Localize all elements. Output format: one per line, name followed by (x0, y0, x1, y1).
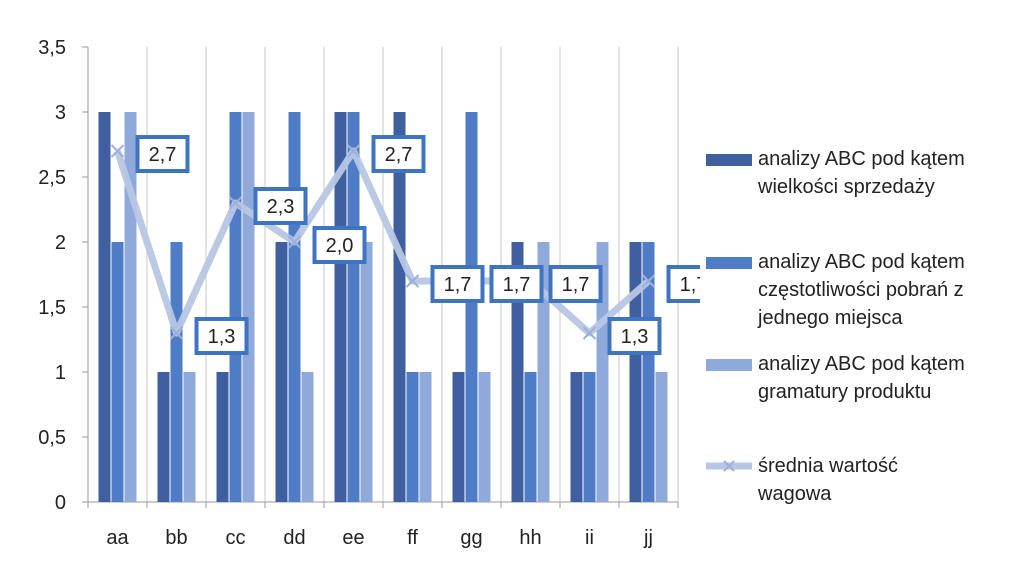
bar (524, 372, 537, 502)
data-labels: 2,7 1,3 2,3 2,0 2,7 1,7 1,7 1,7 1,3 1,7 (135, 135, 700, 355)
bar (170, 242, 183, 502)
bar (216, 372, 229, 502)
bar (478, 372, 491, 502)
data-label: 1,7 (680, 274, 700, 296)
bar (242, 112, 255, 502)
line-point (287, 235, 302, 249)
legend-line-average (706, 460, 752, 472)
bar (360, 242, 373, 502)
data-label-box (312, 226, 367, 264)
bar (583, 372, 596, 502)
chart: 0 0,5 1 1,5 2 2,5 3 3,5 aa bb cc dd ee ff gg hh ii jj 2,7… (38, 37, 700, 549)
bar (629, 242, 642, 502)
x-tick-label: jj (643, 527, 653, 549)
y-tick-label: 1,5 (38, 297, 66, 319)
axes: 0 0,5 1 1,5 2 2,5 3 3,5 aa bb cc dd ee ff gg hh ii jj (38, 37, 679, 549)
y-tick-label: 0,5 (38, 427, 66, 449)
y-tick-label: 3 (55, 102, 66, 124)
data-label-box (607, 317, 662, 355)
bar (111, 242, 124, 502)
data-label-box (548, 265, 603, 303)
bar (98, 112, 111, 502)
y-tick-label: 3,5 (38, 37, 66, 59)
line-point (641, 274, 656, 288)
x-tick-label: cc (226, 527, 246, 549)
data-label-box (666, 265, 700, 303)
data-label: 1,7 (444, 274, 472, 296)
legend-item-sales: analizy ABC pod kątem wielkości sprzedaż… (706, 145, 1013, 201)
bar (452, 372, 465, 502)
line-point (110, 144, 125, 158)
legend-label-average: średnia wartość wagowa (758, 455, 899, 505)
data-label: 2,7 (385, 144, 413, 166)
data-label-box (135, 135, 190, 173)
bar (275, 242, 288, 502)
line-point (228, 196, 243, 210)
bar (157, 372, 170, 502)
bar (537, 242, 550, 502)
bar (596, 242, 609, 502)
line-point (582, 326, 597, 340)
data-label: 2,0 (326, 235, 354, 257)
legend-swatch-frequency (706, 257, 752, 269)
legend-label-frequency: analizy ABC pod kątem częstotliwości pob… (758, 251, 965, 329)
x-tick-label: gg (460, 527, 482, 549)
bar (301, 372, 314, 502)
bar (419, 372, 432, 502)
bar (183, 372, 196, 502)
bar (511, 242, 524, 502)
y-tick-label: 0 (55, 492, 66, 514)
x-tick-label: aa (106, 527, 129, 549)
bar (406, 372, 419, 502)
data-label: 1,3 (621, 326, 649, 348)
x-tick-label: bb (165, 527, 187, 549)
bar (229, 112, 242, 502)
line-point (169, 326, 184, 340)
legend-label-weight: analizy ABC pod kątem gramatury produktu (758, 353, 965, 403)
bar (288, 112, 301, 502)
legend-item-average: średnia wartość wagowa (706, 452, 1013, 508)
data-label: 1,3 (208, 326, 236, 348)
x-tick-label: ii (585, 527, 594, 549)
x-tick-label: ee (342, 527, 364, 549)
bars (98, 112, 668, 502)
data-label: 1,7 (562, 274, 590, 296)
y-tick-label: 2,5 (38, 167, 66, 189)
data-label: 2,3 (267, 196, 295, 218)
x-tick-label: hh (519, 527, 541, 549)
legend-swatch-sales (706, 154, 752, 166)
line-series (114, 147, 651, 337)
bar (465, 112, 478, 502)
bar (570, 372, 583, 502)
y-tick-label: 1 (55, 362, 66, 384)
x-tick-label: ff (407, 527, 418, 549)
line-point (405, 274, 420, 288)
bar (347, 112, 360, 502)
bar (393, 112, 406, 502)
data-label: 1,7 (503, 274, 531, 296)
legend-item-weight: analizy ABC pod kątem gramatury produktu (706, 350, 1013, 406)
data-label-box (253, 187, 308, 225)
bar (655, 372, 668, 502)
bar (334, 112, 347, 502)
data-label-box (430, 265, 485, 303)
y-tick-label: 2 (55, 232, 66, 254)
data-label: 2,7 (149, 144, 177, 166)
data-label-box (489, 265, 544, 303)
data-label-box (194, 317, 249, 355)
legend-label-sales: analizy ABC pod kątem wielkości sprzedaż… (758, 148, 965, 198)
legend-swatch-weight (706, 359, 752, 371)
legend: analizy ABC pod kątem wielkości sprzedaż… (706, 0, 1024, 565)
line-point (346, 144, 361, 158)
data-label-box (371, 135, 426, 173)
bar (642, 242, 655, 502)
x-tick-label: dd (283, 527, 305, 549)
legend-item-frequency: analizy ABC pod kątem częstotliwości pob… (706, 248, 1013, 332)
